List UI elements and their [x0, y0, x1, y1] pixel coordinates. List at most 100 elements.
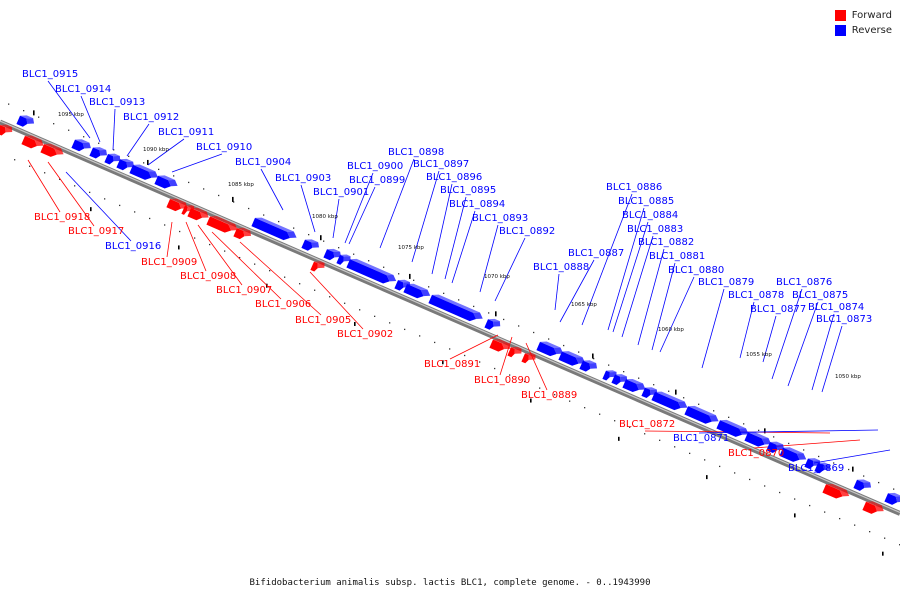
leader-line — [739, 301, 755, 359]
minor-tick — [509, 374, 511, 376]
minor-tick — [314, 289, 316, 291]
minor-tick — [113, 149, 115, 151]
major-tick — [147, 159, 149, 165]
leader-line — [525, 342, 548, 391]
leader-line — [559, 259, 595, 323]
gene-label: BLC1_0900 — [347, 161, 403, 172]
minor-tick — [413, 279, 415, 281]
leader-line — [659, 276, 695, 353]
reverse-swatch — [834, 25, 846, 36]
major-tick — [592, 353, 594, 359]
minor-tick — [608, 364, 610, 366]
minor-tick — [374, 315, 376, 317]
minor-tick — [188, 181, 190, 184]
minor-tick — [728, 416, 730, 418]
gene-label: BLC1_0879 — [698, 277, 754, 288]
gene-label: BLC1_0909 — [141, 257, 197, 268]
leader-line — [411, 170, 440, 263]
leader-line — [581, 193, 633, 326]
legend-forward: Forward — [834, 8, 892, 23]
minor-tick — [104, 198, 106, 200]
scale-label: 1070 kbp — [484, 274, 510, 280]
minor-tick — [878, 481, 880, 484]
gene-label: BLC1_0875 — [792, 290, 848, 301]
leader-line — [813, 449, 891, 464]
minor-tick — [248, 207, 250, 210]
gene-label: BLC1_0873 — [816, 314, 872, 325]
gene-block — [684, 405, 719, 424]
minor-tick — [809, 504, 811, 507]
minor-tick — [44, 172, 46, 174]
major-tick — [33, 110, 35, 116]
gene-block — [394, 279, 411, 291]
legend-reverse-label: Reverse — [851, 25, 892, 36]
gene-block — [16, 115, 35, 127]
minor-tick — [194, 237, 196, 239]
minor-tick — [689, 452, 691, 455]
minor-tick — [743, 423, 745, 425]
minor-tick — [239, 256, 241, 259]
minor-tick — [458, 299, 460, 301]
leader-line — [762, 315, 777, 363]
gene-label: BLC1_0876 — [776, 277, 832, 288]
minor-tick — [353, 253, 355, 255]
leader-line — [449, 334, 499, 360]
minor-tick — [653, 384, 655, 386]
gene-label: BLC1_0885 — [618, 196, 674, 207]
gene-block — [71, 139, 91, 152]
minor-tick — [854, 524, 856, 526]
leader-line — [607, 207, 645, 331]
gene-block — [187, 207, 209, 221]
gene-label: BLC1_0903 — [275, 173, 331, 184]
scale-label: 1080 kbp — [312, 214, 338, 220]
legend-forward-label: Forward — [851, 10, 892, 21]
gene-label: BLC1_0915 — [22, 69, 78, 80]
scale-label: 1065 kbp — [571, 302, 597, 308]
minor-tick — [698, 403, 700, 405]
minor-tick — [299, 283, 301, 285]
minor-tick — [98, 142, 100, 144]
gene-label: BLC1_0893 — [472, 213, 528, 224]
minor-tick — [383, 266, 385, 268]
leader-line — [171, 153, 223, 173]
minor-tick — [23, 110, 25, 112]
minor-tick — [554, 393, 556, 396]
gene-block — [403, 283, 431, 299]
gene-label: BLC1_0890 — [474, 375, 530, 386]
major-tick — [794, 513, 796, 518]
gene-block — [744, 432, 772, 447]
gene-block — [484, 318, 501, 330]
minor-tick — [308, 233, 310, 236]
minor-tick — [263, 214, 265, 216]
leader-line — [348, 186, 376, 245]
gene-block — [154, 175, 178, 189]
minor-tick — [824, 511, 826, 513]
minor-tick — [593, 357, 595, 360]
minor-tick — [224, 250, 226, 252]
gene-label: BLC1_0916 — [105, 241, 161, 252]
leader-line — [112, 108, 116, 151]
leader-line — [80, 95, 101, 143]
minor-tick — [128, 155, 130, 157]
gene-label: BLC1_0880 — [668, 265, 724, 276]
gene-label: BLC1_0881 — [649, 251, 705, 262]
minor-tick — [473, 305, 475, 308]
major-tick — [178, 245, 180, 250]
gene-block — [310, 261, 325, 272]
minor-tick — [74, 185, 76, 187]
gene-label: BLC1_0887 — [568, 248, 624, 259]
scale-label: 1055 kbp — [746, 352, 772, 358]
gene-label: BLC1_0906 — [255, 299, 311, 310]
gene-label: BLC1_0891 — [424, 359, 480, 370]
major-tick — [764, 428, 766, 434]
leader-line — [621, 235, 654, 338]
leader-line — [701, 288, 725, 369]
minor-tick — [848, 468, 850, 471]
gene-label: BLC1_0874 — [808, 302, 864, 313]
scale-label: 1050 kbp — [835, 374, 861, 380]
minor-tick — [38, 116, 40, 118]
leader-line — [197, 224, 243, 286]
major-tick — [706, 475, 708, 480]
minor-tick — [209, 243, 211, 246]
leader-line — [185, 221, 207, 272]
